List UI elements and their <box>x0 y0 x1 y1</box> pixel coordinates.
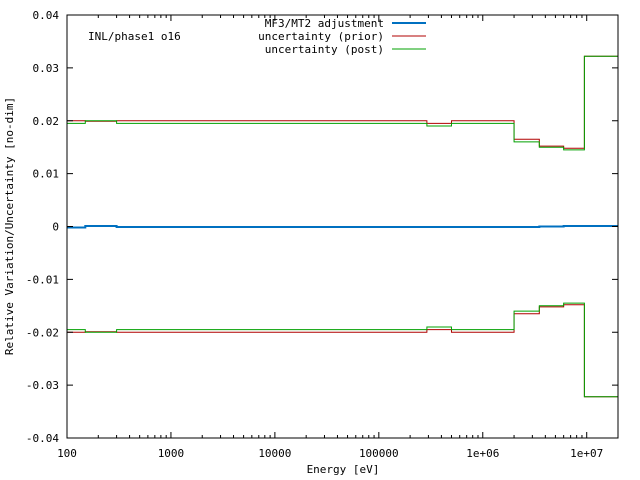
legend-label: uncertainty (post) <box>265 43 384 56</box>
x-tick-label: 1e+07 <box>570 447 603 460</box>
x-tick-label: 1e+06 <box>466 447 499 460</box>
legend-label: MF3/MT2 adjustment <box>265 17 384 30</box>
plot-annotation: INL/phase1 o16 <box>88 30 181 43</box>
y-tick-label: -0.04 <box>26 432 59 445</box>
x-axis-title: Energy [eV] <box>307 463 380 476</box>
y-tick-label: -0.01 <box>26 273 59 286</box>
y-tick-label: 0.04 <box>33 9 60 22</box>
x-tick-label: 1000 <box>158 447 185 460</box>
series-uncertainty-prior-line <box>67 55 618 149</box>
x-tick-label: 100 <box>57 447 77 460</box>
x-tick-label: 10000 <box>258 447 291 460</box>
y-tick-label: -0.02 <box>26 326 59 339</box>
series-mf3-mt2-adjustment-line <box>67 224 618 229</box>
y-tick-label: 0 <box>52 221 59 234</box>
plot-lines <box>67 55 618 398</box>
y-tick-label: 0.03 <box>33 62 60 75</box>
legend-label: uncertainty (prior) <box>258 30 384 43</box>
y-axis-title: Relative Variation/Uncertainty [no-dim] <box>3 97 16 355</box>
series-uncertainty-post-line-negative <box>67 302 618 398</box>
y-tick-label: 0.02 <box>33 115 60 128</box>
y-tick-label: 0.01 <box>33 168 60 181</box>
x-axis: 100 1000 10000 100000 1e+06 1e+07 <box>57 15 619 460</box>
series-uncertainty-post-line <box>67 55 618 151</box>
y-axis: 0.04 0.03 0.02 0.01 0 -0.01 -0.02 -0.03 -0.04 <box>26 9 618 445</box>
series-uncertainty-prior-line-negative <box>67 304 618 398</box>
x-tick-label: 100000 <box>359 447 399 460</box>
y-tick-label: -0.03 <box>26 379 59 392</box>
